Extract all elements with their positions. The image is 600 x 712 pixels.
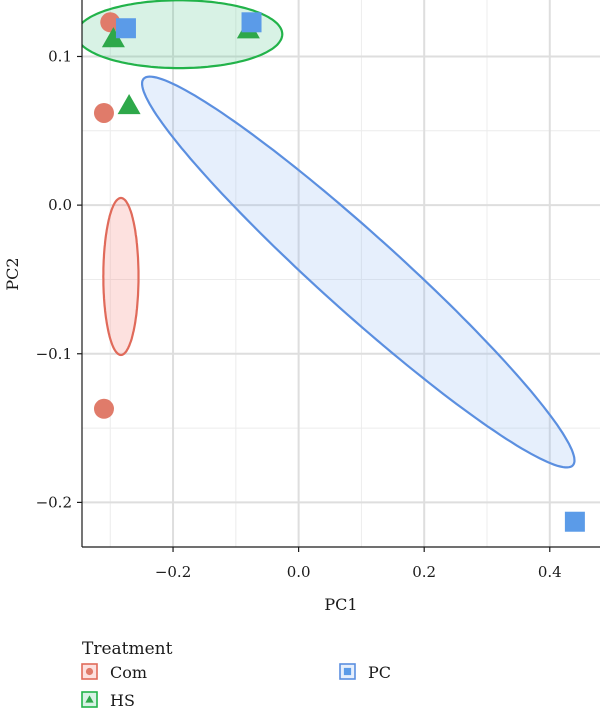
confidence-ellipses (82, 0, 576, 469)
axes (81, 0, 600, 548)
point-com-0 (100, 12, 121, 33)
plot-background (82, 0, 600, 547)
x-tick-label: −0.2 (155, 563, 191, 581)
ellipse-pc (141, 75, 576, 469)
point-pc-0 (115, 18, 136, 39)
y-tick-label: 0.0 (48, 196, 72, 214)
x-axis-title: PC1 (324, 595, 357, 614)
legend-marker-pc (343, 667, 352, 676)
legend-label-com: Com (110, 663, 147, 682)
legend-title: Treatment (82, 639, 173, 659)
y-axis-title: PC2 (3, 257, 22, 290)
data-points (93, 12, 585, 532)
x-tick-label: 0.0 (287, 563, 311, 581)
point-com-2 (93, 398, 114, 419)
y-tick-label: −0.2 (36, 493, 72, 511)
point-com-1 (93, 102, 114, 123)
legend-label-hs: HS (110, 691, 135, 710)
y-tick-label: 0.1 (48, 47, 72, 65)
point-hs-1 (117, 94, 141, 115)
ellipse-hs (82, 0, 284, 70)
point-pc-2 (564, 511, 585, 532)
y-tick-label: −0.1 (36, 345, 72, 363)
x-tick-label: 0.2 (412, 563, 436, 581)
point-hs-0 (101, 27, 125, 48)
legend-marker-hs (85, 695, 94, 703)
point-pc-1 (241, 12, 262, 33)
ellipse-com (102, 196, 140, 357)
legend: Treatment Com HS PC (81, 639, 391, 710)
tick-marks: −0.2 0.0 0.2 0.4 −0.2 −0.1 0.0 0.1 (36, 47, 562, 581)
x-tick-label: 0.4 (538, 563, 562, 581)
legend-label-pc: PC (368, 663, 391, 682)
legend-marker-com (85, 667, 94, 676)
